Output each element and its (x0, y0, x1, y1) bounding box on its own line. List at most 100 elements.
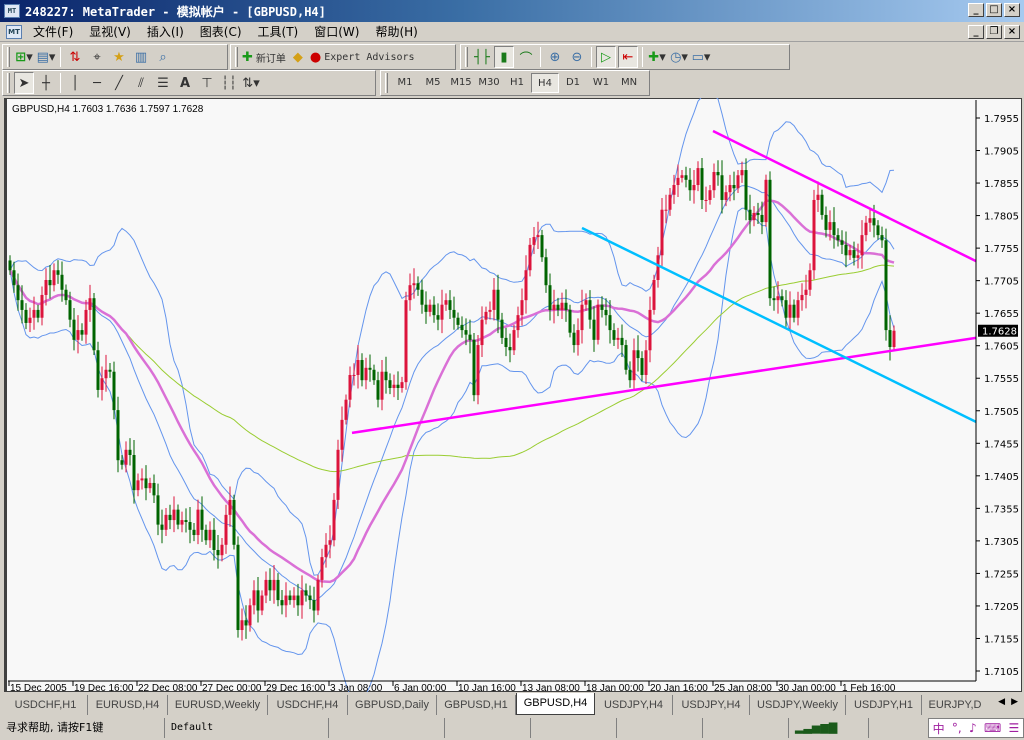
candle-body (140, 478, 144, 481)
text-button[interactable]: A (175, 72, 195, 94)
expert-advisors-button[interactable]: ● Expert Advisors (309, 49, 415, 65)
candle-body (588, 300, 592, 320)
market-watch-icon: ⇅ (69, 49, 81, 65)
ime-punctuation-icon[interactable]: °, (951, 721, 962, 735)
close-button[interactable]: × (1004, 3, 1020, 17)
period-separator-button[interactable]: ┆┆ (219, 72, 239, 94)
candle (24, 303, 28, 330)
timeframe-m1[interactable]: M1 (397, 77, 413, 88)
candle (52, 263, 56, 292)
new-chart-button[interactable]: ⊞ ▾ (15, 49, 33, 65)
candle (448, 290, 452, 319)
candle (328, 525, 332, 559)
tab-gbpusd-daily[interactable]: GBPUSD,Daily (348, 695, 437, 715)
candlestick-button[interactable]: ▮ (494, 46, 514, 68)
timeframe-w1[interactable]: W1 (592, 77, 610, 88)
timeframe-h4[interactable]: H4 (531, 73, 559, 93)
templates-button[interactable]: ▭ ▾ (691, 49, 711, 65)
tab-usdjpy-h1[interactable]: USDJPY,H1 (846, 695, 922, 715)
navigator-button[interactable]: ★ (109, 46, 129, 68)
line-chart-button[interactable]: ⌒ (516, 46, 536, 68)
terminal-button[interactable]: ▥ (131, 46, 151, 68)
timeframe-d1[interactable]: D1 (565, 77, 581, 88)
chart-close-button[interactable]: × (1004, 25, 1020, 39)
tab-eurjpy-d[interactable]: EURJPY,D (928, 699, 982, 711)
tab-scroll-left-icon[interactable]: ◀ (998, 697, 1006, 707)
crosshair-button[interactable]: ┼ (36, 72, 56, 94)
alert-button[interactable]: ◆ (288, 46, 308, 68)
chart-window-icon[interactable]: MT (6, 24, 22, 39)
timeframe-m5[interactable]: M5 (425, 77, 441, 88)
market-watch-button[interactable]: ⇅ (65, 46, 85, 68)
cursor-button[interactable]: ➤ (14, 72, 34, 94)
chart-minimize-button[interactable]: _ (968, 25, 984, 39)
menu-insert[interactable]: 插入(I) (146, 25, 184, 39)
candle (672, 174, 676, 204)
menu-file[interactable]: 文件(F) (33, 25, 74, 39)
chart-shift-button[interactable]: ⇤ (618, 46, 638, 68)
minimize-button[interactable]: _ (968, 3, 984, 17)
candle (232, 494, 236, 550)
ime-moon-icon[interactable]: ♪ (969, 721, 977, 735)
candle-body (400, 382, 404, 388)
candle (92, 293, 96, 355)
tab-gbpusd-h1[interactable]: GBPUSD,H1 (437, 695, 516, 715)
auto-scroll-button[interactable]: ▷ (596, 46, 616, 68)
profiles-button[interactable]: ▤ ▾ (36, 49, 56, 65)
candle (96, 341, 100, 398)
fibonacci-button[interactable]: ☰ (153, 72, 173, 94)
candle-body (556, 304, 560, 310)
zoom-in-button[interactable]: ⊕ (545, 46, 565, 68)
candle-body (620, 337, 624, 346)
candle (36, 304, 40, 323)
tab-gbpusd-h4[interactable]: GBPUSD,H4 (516, 693, 595, 715)
timeframe-mn[interactable]: MN (620, 77, 638, 88)
candle-body (752, 212, 756, 221)
data-window-button[interactable]: ⌖ (87, 46, 107, 68)
timeframe-m15[interactable]: M15 (450, 77, 472, 88)
bar-chart-button[interactable]: ┤├ (472, 46, 492, 68)
candle (380, 360, 384, 411)
candle (552, 289, 556, 324)
zoom-out-button[interactable]: ⊖ (567, 46, 587, 68)
arrows-button[interactable]: ⇅ ▾ (242, 75, 260, 91)
strategy-tester-button[interactable]: ⌕ (153, 46, 173, 68)
maximize-button[interactable]: □ (986, 3, 1002, 17)
tab-scroll-right-icon[interactable]: ▶ (1011, 697, 1018, 707)
new-order-button[interactable]: ✚ 新订单 (242, 49, 286, 65)
tab-usdchf-h4[interactable]: USDCHF,H4 (268, 695, 348, 715)
menu-help[interactable]: 帮助(H) (375, 25, 418, 39)
menu-view[interactable]: 显视(V) (89, 25, 131, 39)
tab-usdjpy-h4-2[interactable]: USDJPY,H4 (673, 695, 750, 715)
equidistant-channel-button[interactable]: ⫽ (131, 72, 151, 94)
text-label-button[interactable]: ⊤ (197, 72, 217, 94)
menu-tools[interactable]: 工具(T) (257, 25, 299, 39)
trendline-button[interactable]: ╱ (109, 72, 129, 94)
menu-window[interactable]: 窗口(W) (314, 25, 360, 39)
tab-eurusd-weekly[interactable]: EURUSD,Weekly (168, 695, 268, 715)
chart-window[interactable] (4, 98, 1022, 692)
candle (480, 306, 484, 358)
candle (64, 284, 68, 305)
timeframe-h1[interactable]: H1 (510, 77, 524, 88)
timeframe-m30[interactable]: M30 (478, 77, 500, 88)
tab-usdjpy-weekly[interactable]: USDJPY,Weekly (750, 695, 846, 715)
indicators-button[interactable]: ✚ ▾ (648, 49, 666, 65)
chart-restore-button[interactable]: ❐ (986, 25, 1002, 39)
tab-usdjpy-h4[interactable]: USDJPY,H4 (595, 695, 673, 715)
periods-button[interactable]: ◷ ▾ (670, 49, 688, 65)
price-chart[interactable]: 1.7955 1.7905 1.7855 1.7805 1.7755 1.7705 1.76… (0, 98, 1024, 692)
ime-chinese-icon[interactable]: 中 (932, 721, 945, 736)
vertical-line-button[interactable]: │ (65, 72, 85, 94)
horizontal-line-button[interactable]: ─ (87, 72, 107, 94)
menu-charts[interactable]: 图表(C) (199, 25, 242, 39)
candle (180, 511, 184, 533)
tab-eurusd-h4[interactable]: EURUSD,H4 (88, 695, 168, 715)
ime-menu-icon[interactable]: ☰ (1008, 721, 1020, 735)
tab-usdchf-h1[interactable]: USDCHF,H1 (4, 695, 88, 715)
candle (456, 312, 460, 330)
candle-body (836, 235, 840, 241)
candle (168, 504, 172, 530)
ime-keyboard-icon[interactable]: ⌨ (983, 721, 1002, 735)
arrows-icon: ⇅ (242, 75, 254, 91)
